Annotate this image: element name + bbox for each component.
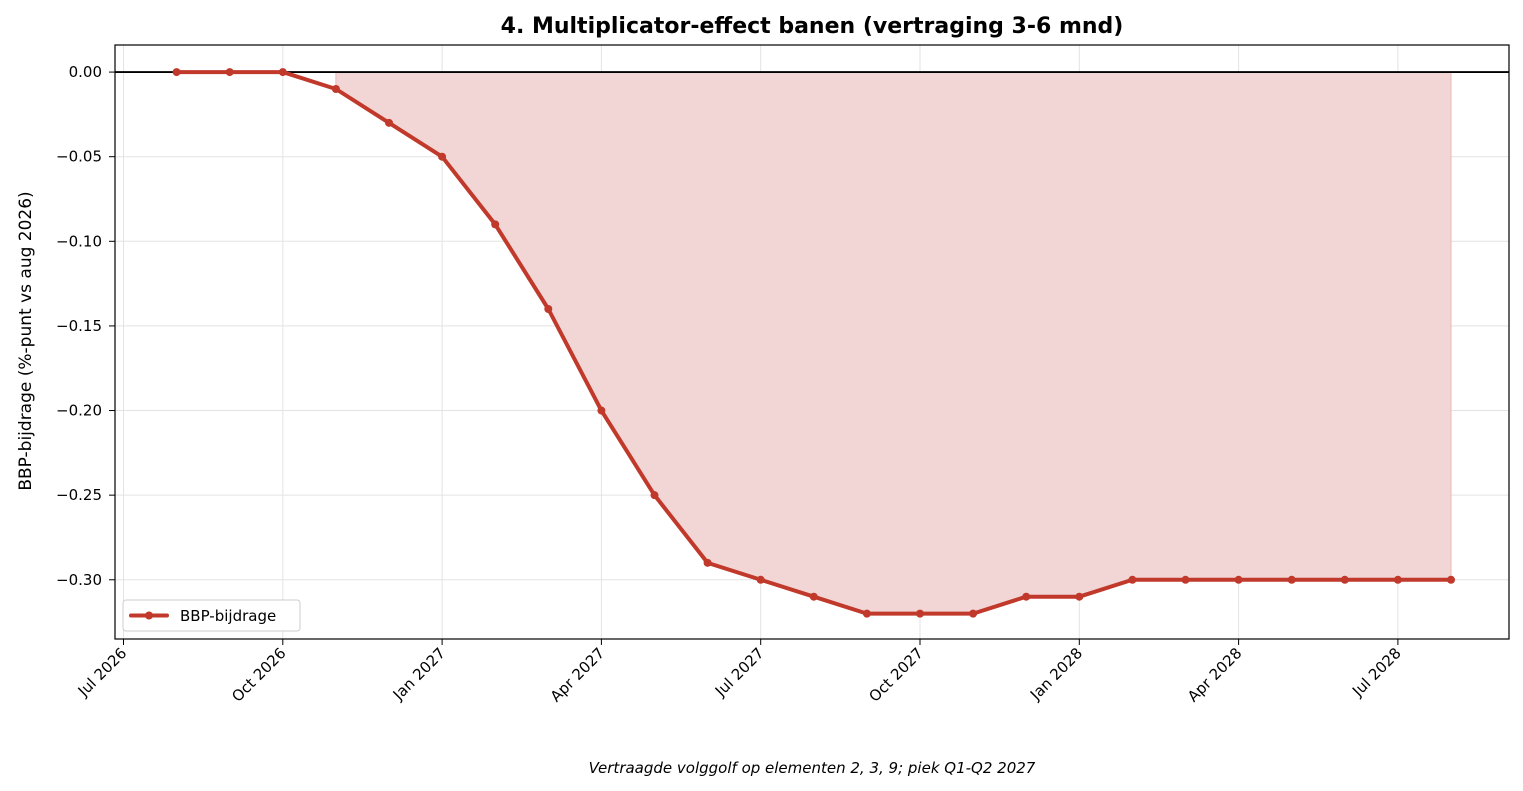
fill-area — [335, 71, 1452, 615]
data-point — [862, 609, 871, 618]
data-point — [1075, 592, 1084, 601]
data-point — [278, 68, 287, 77]
y-tick-label: −0.15 — [56, 317, 102, 335]
data-point — [1287, 575, 1296, 584]
data-point — [385, 118, 393, 127]
data-point — [491, 220, 500, 229]
data-point — [225, 68, 234, 77]
x-tick-label: Oct 2027 — [865, 644, 926, 705]
x-tick-label: Jul 2027 — [711, 644, 768, 701]
data-point — [331, 85, 340, 93]
chart-title: 4. Multiplicator-effect banen (vertragin… — [501, 14, 1124, 39]
data-point — [1022, 592, 1031, 601]
y-tick-label: −0.05 — [56, 148, 102, 166]
data-point — [544, 305, 553, 313]
plot-frame — [114, 44, 1510, 640]
data-point — [1393, 575, 1402, 584]
x-tick-label: Jan 2028 — [1026, 644, 1086, 704]
legend-box — [122, 599, 301, 632]
x-tick-label: Apr 2027 — [547, 644, 608, 705]
x-tick-label: Apr 2028 — [1184, 644, 1245, 705]
y-tick-label: −0.30 — [56, 571, 102, 589]
legend: BBP-bijdrage — [122, 599, 301, 632]
y-tick-label: −0.25 — [56, 486, 102, 504]
y-axis-ticks: 0.00 −0.05 −0.10 −0.15 −0.20 −0.25 −0.30 — [56, 63, 115, 589]
data-point — [1128, 575, 1137, 584]
data-point — [438, 152, 447, 161]
x-axis-ticks: Jul 2026 Oct 2026 Jan 2027 Apr 2027 Jul 2027… — [74, 639, 1405, 706]
data-point — [916, 609, 924, 618]
data-point — [1181, 575, 1190, 584]
data-point — [703, 558, 712, 567]
data-point — [1447, 575, 1455, 584]
data-points — [172, 68, 1455, 618]
legend-label: BBP-bijdrage — [180, 607, 276, 625]
y-tick-label: 0.00 — [69, 63, 102, 81]
y-tick-label: −0.20 — [56, 402, 102, 420]
data-point — [597, 406, 606, 415]
y-axis-label: BBP-bijdrage (%-punt vs aug 2026) — [16, 191, 36, 490]
data-point — [756, 575, 765, 584]
data-point — [650, 491, 659, 500]
data-point — [1234, 575, 1243, 584]
legend-marker — [145, 611, 153, 620]
data-point — [969, 609, 978, 618]
x-tick-label: Oct 2026 — [228, 644, 289, 705]
y-tick-label: −0.10 — [56, 232, 102, 250]
chart-caption: Vertraagde volggolf op elementen 2, 3, 9… — [589, 759, 1036, 777]
data-point — [172, 68, 181, 77]
x-tick-label: Jan 2027 — [389, 644, 449, 704]
data-point — [1340, 575, 1349, 584]
data-point — [809, 592, 818, 601]
x-tick-label: Jul 2026 — [74, 644, 131, 701]
x-tick-label: Jul 2028 — [1348, 644, 1405, 701]
